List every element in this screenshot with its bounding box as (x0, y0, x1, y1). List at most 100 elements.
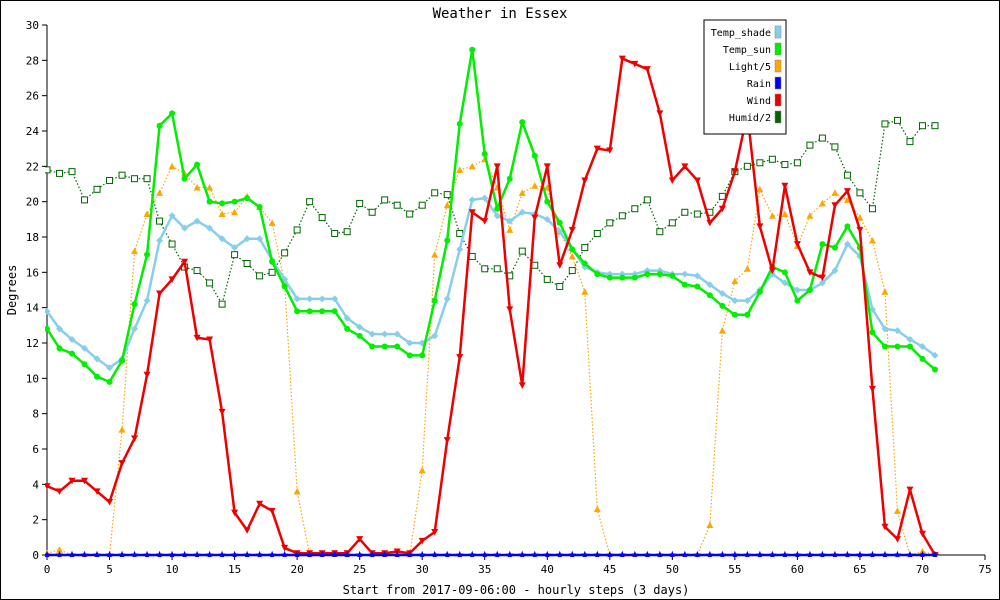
temp-shade-point (406, 339, 414, 347)
x-tick-label: 65 (853, 563, 866, 576)
rain-point (718, 550, 727, 557)
wind-point (768, 267, 776, 275)
light-5-point (118, 426, 126, 433)
rain-point (830, 550, 839, 557)
rain-point (505, 550, 514, 557)
temp-shade-point (693, 272, 701, 280)
temp-sun-point (144, 251, 151, 258)
temp-sun-point (344, 325, 351, 332)
legend-item: Humid/2 (729, 110, 782, 124)
rain-point (443, 550, 452, 557)
temp-sun-point (269, 258, 276, 265)
humid-2-point (556, 282, 564, 290)
y-tick-label: 16 (26, 266, 39, 279)
wind-point (231, 509, 239, 517)
humid-2-point (768, 155, 776, 163)
temp-sun-point (656, 271, 663, 278)
rain-point (668, 550, 677, 557)
temp-shade-point (206, 224, 214, 232)
rain-point (605, 550, 614, 557)
x-tick-label: 35 (478, 563, 491, 576)
rain-point (455, 550, 464, 557)
light-5-point (56, 546, 64, 553)
wind-point (856, 226, 864, 234)
humid-2-point (131, 175, 139, 183)
temp-shade-point (156, 237, 164, 245)
wind-point (143, 371, 151, 379)
rain-point (530, 550, 539, 557)
temp-sun-point (781, 269, 788, 276)
humid-2-point (518, 247, 526, 255)
temp-shade-point (331, 295, 339, 303)
temp-sun-point (231, 198, 238, 205)
temp-sun-point (94, 373, 101, 380)
temp-shade-point (556, 228, 564, 236)
light-5-point (268, 219, 276, 226)
temp-sun-point (219, 200, 226, 207)
light-5-point (456, 166, 464, 173)
temp-shade-point (431, 332, 439, 340)
rain-point (905, 550, 914, 557)
wind-point (493, 163, 501, 170)
humid-2-point (656, 228, 664, 236)
wind-point (581, 177, 589, 184)
temp-sun-point (56, 345, 63, 352)
temp-sun-point (106, 378, 113, 385)
temp-sun-point (331, 308, 338, 315)
humid-2-point (56, 169, 64, 177)
humid-2-point (418, 201, 426, 209)
light-5-point (806, 212, 814, 219)
temp-sun-point (869, 329, 876, 336)
temp-sun-point (844, 223, 851, 230)
rain-point (143, 550, 152, 557)
temp-sun-line (45, 48, 936, 384)
wind-point (456, 354, 464, 361)
humid-2-point (856, 189, 864, 197)
temp-sun-point (819, 241, 826, 248)
temp-sun-point (756, 288, 763, 295)
humid-2-point (406, 210, 414, 218)
wind-point (531, 214, 539, 222)
rain-point (193, 550, 202, 557)
wind-point (418, 537, 426, 545)
rain-point (405, 550, 414, 557)
wind-point (893, 536, 901, 543)
wind-point (106, 499, 114, 506)
x-tick-label: 0 (44, 563, 51, 576)
wind-point (606, 147, 614, 154)
rain-point (568, 550, 577, 557)
rain-point (68, 550, 77, 557)
wind-point (831, 202, 839, 209)
legend-label: Rain (747, 79, 771, 90)
humid-2-point (806, 141, 814, 149)
humid-2-point (168, 240, 176, 248)
x-tick-label: 60 (791, 563, 804, 576)
temp-shade-point (243, 235, 251, 243)
temp-shade-point (56, 325, 64, 333)
wind-point (56, 488, 64, 495)
wind-point (643, 66, 651, 73)
rain-point (855, 550, 864, 557)
temp-sun-point (481, 150, 488, 157)
light-5-point (293, 487, 301, 495)
humid-2-point (781, 161, 789, 169)
humid-2-point (643, 196, 651, 204)
legend-box (703, 19, 787, 135)
rain-point (318, 550, 327, 557)
wind-point (918, 530, 926, 538)
wind-point (693, 177, 701, 184)
temp-sun-point (731, 311, 738, 318)
light-5-point (881, 288, 889, 295)
humid-2-point (893, 116, 901, 124)
light-5-point (518, 189, 526, 196)
temp-shade-point (193, 217, 201, 225)
legend-item: Temp_shade (711, 25, 782, 39)
wind-point (593, 145, 601, 153)
rain-point (305, 550, 314, 557)
wind-point (881, 523, 889, 531)
temp-shade-point (718, 290, 726, 298)
light-5-point (231, 208, 239, 216)
x-tick-label: 50 (666, 563, 679, 576)
temp-shade-point (306, 295, 314, 303)
